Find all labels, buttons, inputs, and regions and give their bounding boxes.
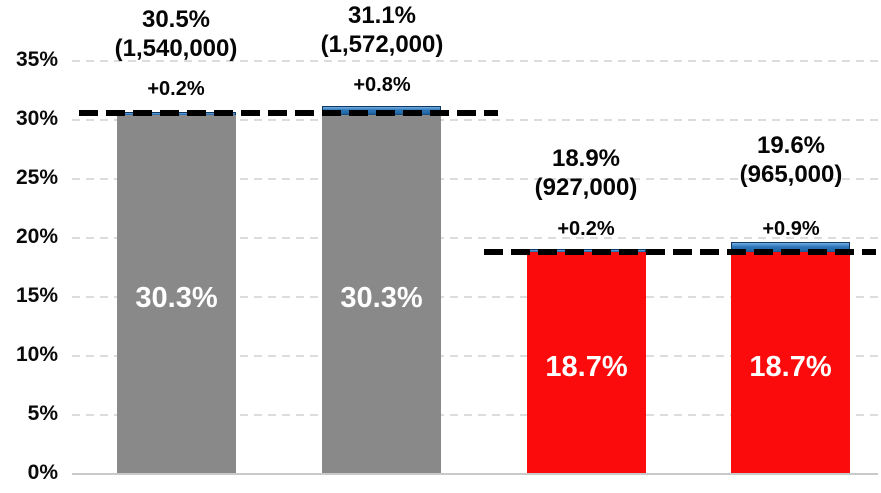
reference-line-18-7pct (484, 249, 876, 255)
bar-3-total-label: 18.9% (927,000) (476, 144, 696, 202)
bar-1-increment-label: +0.2% (147, 78, 205, 100)
bar-4-total-pct: 19.6% (756, 132, 826, 159)
bar-4-count: (965,000) (739, 161, 843, 188)
y-tick-10: 10% (15, 343, 58, 366)
bar-3-increment-label: +0.2% (557, 218, 615, 240)
bar-2-base-segment (322, 115, 441, 473)
y-tick-5: 5% (27, 402, 58, 425)
bar-4-total-label: 19.6% (965,000) (681, 131, 881, 189)
bar-1-total-pct: 30.5% (141, 6, 211, 33)
bar-4-base-label: 18.7% (749, 351, 832, 383)
gridline-35pct (72, 60, 878, 62)
reference-line-30-3pct (79, 110, 498, 116)
bar-3-base-segment (527, 252, 646, 473)
y-tick-30: 30% (15, 107, 58, 130)
y-tick-35: 35% (15, 48, 58, 71)
bar-1-base-label: 30.3% (135, 282, 218, 314)
bar-2-total-pct: 31.1% (347, 2, 417, 29)
bar-1-base-segment (117, 115, 236, 473)
gridline-20pct (72, 237, 878, 239)
bar-2-count: (1,572,000) (320, 31, 444, 58)
bar-1-total-label: 30.5% (1,540,000) (66, 5, 286, 63)
gridline-15pct (72, 296, 878, 298)
bar-3-total-pct: 18.9% (551, 145, 621, 172)
gridline-5pct (72, 414, 878, 416)
bar-2-base-label: 30.3% (340, 282, 423, 314)
gridline-30pct (72, 119, 878, 121)
y-tick-25: 25% (15, 166, 58, 189)
gridline-25pct (72, 178, 878, 180)
bar-3-count: (927,000) (534, 174, 638, 201)
x-axis-line (72, 473, 878, 475)
bar-4-base-segment (731, 252, 850, 473)
bar-2-total-label: 31.1% (1,572,000) (272, 1, 492, 59)
bar-4-increment-label: +0.9% (762, 218, 820, 240)
y-tick-20: 20% (15, 225, 58, 248)
y-tick-15: 15% (15, 284, 58, 307)
bar-3-base-label: 18.7% (545, 351, 628, 383)
bar-1-count: (1,540,000) (114, 35, 238, 62)
bar-2-increment-label: +0.8% (353, 74, 411, 96)
y-tick-0: 0% (27, 461, 58, 484)
gridline-10pct (72, 355, 878, 357)
